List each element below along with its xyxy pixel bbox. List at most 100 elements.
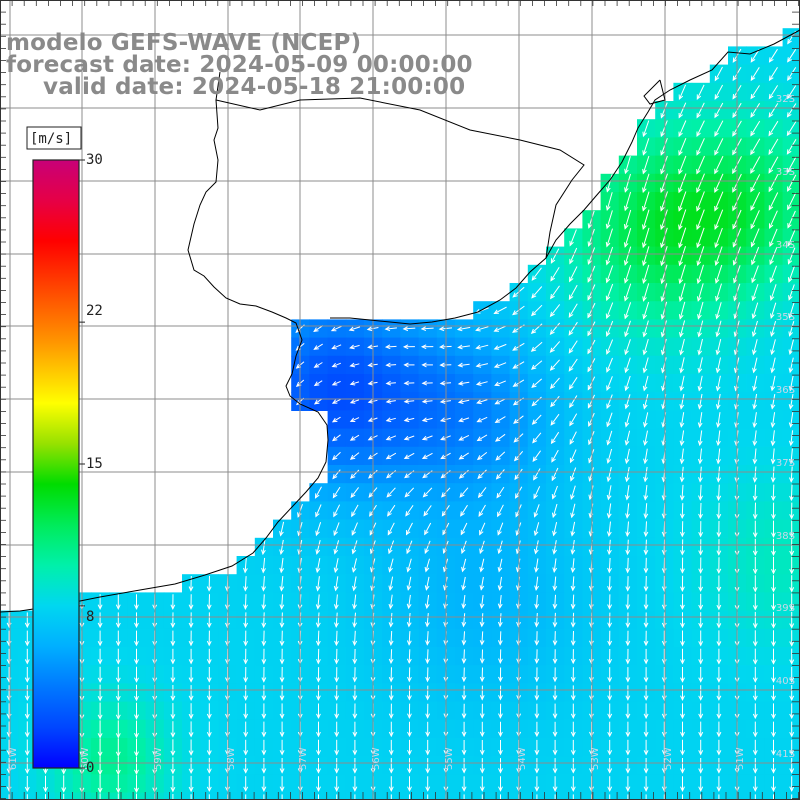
wind-arrow bbox=[243, 594, 248, 610]
wind-arrow bbox=[243, 739, 249, 756]
wind-arrow bbox=[771, 520, 776, 538]
wind-arrow bbox=[679, 484, 685, 501]
wind-arrow bbox=[607, 539, 612, 556]
wind-arrow bbox=[495, 469, 505, 480]
wind-arrow bbox=[715, 357, 721, 374]
wind-arrow bbox=[697, 320, 704, 338]
wind-arrow bbox=[421, 380, 433, 386]
wind-arrow bbox=[552, 540, 558, 555]
colorbar-tick-0: 0 bbox=[86, 760, 95, 776]
wind-arrow bbox=[606, 430, 613, 446]
wind-arrow bbox=[550, 266, 560, 282]
wind-arrow bbox=[698, 612, 704, 629]
wind-arrow bbox=[625, 503, 630, 519]
wind-arrow bbox=[352, 739, 358, 756]
wind-arrow bbox=[243, 612, 249, 629]
wind-arrow bbox=[771, 739, 776, 756]
wind-arrow bbox=[552, 612, 558, 628]
wind-arrow bbox=[569, 395, 578, 409]
wind-arrow bbox=[678, 301, 686, 320]
wind-arrow bbox=[497, 613, 503, 628]
wind-arrow bbox=[570, 630, 576, 646]
wind-arrow bbox=[698, 685, 704, 701]
wind-arrow bbox=[752, 685, 758, 702]
wind-arrow bbox=[349, 434, 360, 441]
wind-arrow bbox=[352, 667, 358, 683]
wind-arrow bbox=[352, 685, 358, 701]
wind-arrow bbox=[461, 595, 467, 610]
wind-arrow bbox=[188, 703, 194, 720]
wind-arrow bbox=[457, 399, 470, 404]
wind-arrow bbox=[624, 156, 631, 175]
wind-arrow bbox=[493, 325, 507, 332]
wind-arrow bbox=[679, 338, 685, 356]
wind-arrow bbox=[752, 721, 758, 738]
wind-arrow bbox=[716, 593, 722, 611]
wind-arrow bbox=[568, 358, 578, 372]
wind-arrow bbox=[425, 649, 430, 665]
wind-arrow bbox=[696, 120, 705, 138]
wind-arrow bbox=[643, 412, 649, 428]
wind-arrow bbox=[279, 721, 285, 738]
wind-arrow bbox=[750, 120, 761, 137]
wind-arrow bbox=[696, 173, 705, 194]
wind-arrow bbox=[170, 648, 176, 665]
wind-arrow bbox=[643, 703, 649, 720]
wind-arrow bbox=[315, 594, 321, 610]
wind-arrow bbox=[279, 594, 285, 610]
wind-arrow bbox=[642, 375, 649, 392]
wind-arrow bbox=[498, 721, 503, 738]
wind-arrow bbox=[388, 540, 395, 555]
wind-arrow bbox=[697, 393, 703, 410]
coastline bbox=[0, 29, 800, 613]
wind-arrow bbox=[134, 594, 139, 610]
wind-arrow bbox=[97, 630, 103, 647]
wind-arrow bbox=[678, 173, 687, 194]
wind-arrow bbox=[423, 505, 432, 517]
wind-arrow bbox=[551, 467, 559, 482]
wind-arrow bbox=[570, 739, 576, 756]
wind-arrow bbox=[624, 339, 631, 356]
wind-arrow bbox=[570, 703, 576, 719]
wind-arrow bbox=[697, 375, 703, 392]
wind-arrow bbox=[607, 648, 613, 665]
wind-arrow bbox=[624, 412, 631, 428]
wind-arrow bbox=[385, 452, 397, 460]
wind-arrow bbox=[316, 776, 321, 792]
wind-arrow bbox=[405, 505, 414, 517]
wind-arrow bbox=[607, 630, 613, 647]
wind-arrow bbox=[698, 630, 704, 647]
wind-arrow bbox=[682, 794, 683, 800]
wind-arrow bbox=[769, 265, 777, 284]
wind-arrow bbox=[789, 685, 795, 702]
wind-arrow bbox=[405, 522, 413, 536]
wind-arrow bbox=[642, 338, 649, 356]
wind-arrow bbox=[643, 776, 649, 792]
wind-arrow bbox=[314, 486, 322, 499]
wind-arrow bbox=[624, 302, 632, 320]
coastline-east bbox=[330, 29, 800, 325]
wind-arrow bbox=[625, 703, 631, 720]
wind-arrow bbox=[570, 521, 576, 537]
wind-arrow bbox=[678, 283, 686, 303]
wind-arrow bbox=[476, 452, 488, 461]
wind-arrow bbox=[680, 667, 685, 683]
wind-arrow bbox=[625, 521, 631, 538]
wind-arrow bbox=[787, 67, 797, 81]
wind-arrow bbox=[245, 794, 247, 800]
wind-arrow bbox=[624, 394, 631, 410]
wind-arrow bbox=[752, 502, 758, 520]
wind-arrow bbox=[313, 343, 323, 350]
lon-label: 60W bbox=[80, 747, 91, 770]
wind-arrow bbox=[261, 648, 267, 665]
wind-arrow bbox=[279, 666, 285, 683]
wind-arrow bbox=[751, 283, 759, 302]
wind-arrow bbox=[716, 466, 722, 483]
wind-arrow bbox=[407, 739, 412, 756]
wind-arrow bbox=[134, 738, 139, 757]
lagoon-outline bbox=[643, 79, 666, 105]
wind-arrow bbox=[770, 339, 776, 356]
border-line bbox=[215, 97, 585, 259]
wind-arrow bbox=[134, 756, 139, 776]
